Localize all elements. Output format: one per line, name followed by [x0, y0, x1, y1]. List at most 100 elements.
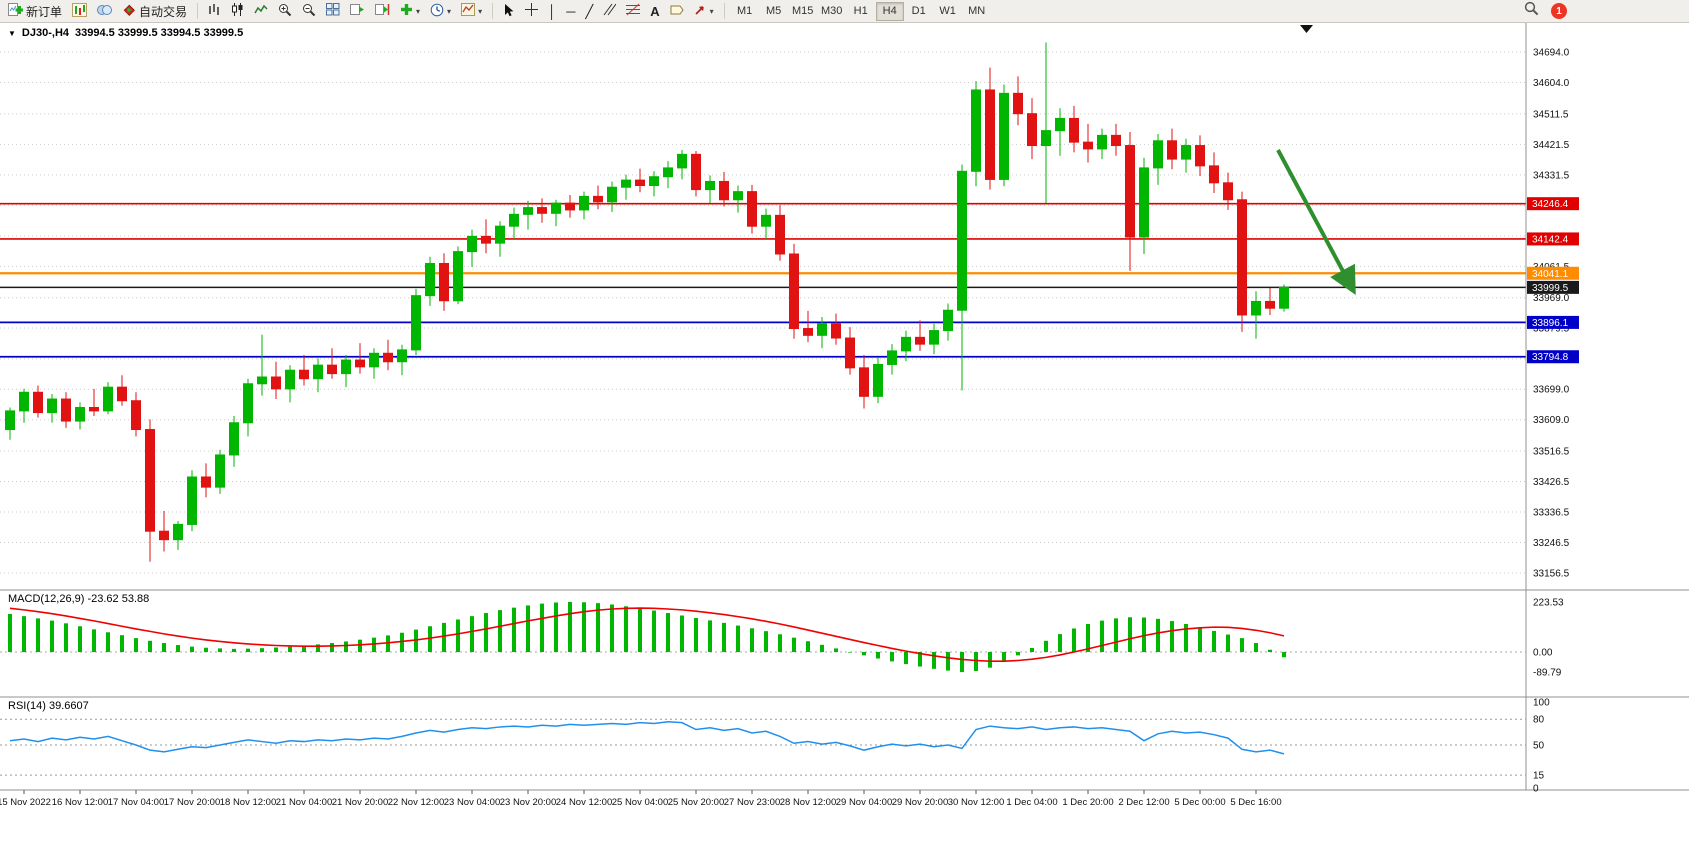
text-tool-icon: A [650, 3, 660, 19]
charts-button[interactable] [68, 1, 91, 21]
rsi-pane[interactable] [0, 718, 1526, 776]
dropdown-caret-icon: ▾ [478, 6, 483, 16]
zoom-in-button[interactable] [274, 1, 296, 21]
timeframe-button-M5[interactable]: M5 [760, 2, 788, 21]
svg-text:34041.1: 34041.1 [1532, 269, 1569, 280]
svg-text:33516.5: 33516.5 [1533, 447, 1570, 458]
svg-text:100: 100 [1533, 698, 1550, 709]
svg-text:34511.5: 34511.5 [1533, 109, 1569, 120]
main-toolbar: 新订单 自动交易 ▾ ▾ ▾ │ ─ ╱ A [0, 0, 1689, 23]
svg-text:28 Nov 12:00: 28 Nov 12:00 [780, 797, 837, 808]
zoom-out-icon [302, 3, 316, 20]
indicators-icon [400, 3, 413, 19]
horizontal-line-icon: ─ [566, 3, 576, 19]
svg-text:17 Nov 04:00: 17 Nov 04:00 [108, 797, 165, 808]
bar-chart-button[interactable] [204, 1, 225, 21]
notification-badge[interactable]: 1 [1551, 3, 1567, 19]
svg-text:33336.5: 33336.5 [1533, 508, 1570, 519]
svg-text:34694.0: 34694.0 [1533, 48, 1570, 59]
svg-text:33426.5: 33426.5 [1533, 477, 1570, 488]
chart-shift-icon [375, 3, 390, 19]
svg-text:1 Dec 04:00: 1 Dec 04:00 [1006, 797, 1057, 808]
cursor-tool-button[interactable] [499, 1, 519, 21]
horizontal-line-tool-button[interactable]: ─ [562, 1, 579, 21]
chart-title: ▼ DJ30-,H4 33994.5 33999.5 33994.5 33999… [8, 27, 243, 39]
auto-scroll-button[interactable] [346, 1, 369, 21]
timeframe-group: M1 M5 M15 M30 H1 H4 D1 W1 MN [731, 1, 991, 21]
svg-text:21 Nov 20:00: 21 Nov 20:00 [332, 797, 389, 808]
toolbar-separator [197, 3, 199, 19]
svg-text:34142.4: 34142.4 [1532, 234, 1569, 245]
svg-text:21 Nov 04:00: 21 Nov 04:00 [276, 797, 333, 808]
svg-text:34246.4: 34246.4 [1532, 199, 1569, 210]
price-axis-labels[interactable]: 34694.034604.034511.534421.534331.534241… [1533, 48, 1570, 580]
timeframe-button-H1[interactable]: H1 [847, 2, 875, 21]
svg-text:33999.5: 33999.5 [1532, 283, 1569, 294]
candles-layer [5, 42, 1289, 562]
dropdown-caret-icon: ▾ [709, 6, 714, 16]
macd-pane-splitter[interactable] [0, 588, 1689, 592]
svg-text:24 Nov 12:00: 24 Nov 12:00 [556, 797, 613, 808]
trendline-tool-button[interactable]: ╱ [581, 1, 597, 21]
arrows-tool-icon [694, 3, 707, 19]
text-label-tool-button[interactable] [666, 1, 688, 21]
macd-pane[interactable] [0, 601, 1526, 673]
tile-windows-icon [326, 3, 340, 19]
timeframe-button-D1[interactable]: D1 [905, 2, 933, 21]
autotrading-button[interactable]: 自动交易 [118, 1, 191, 21]
chart-shift-button[interactable] [371, 1, 394, 21]
ohlc-readout: 33994.5 33999.5 33994.5 33999.5 [75, 27, 244, 39]
timeframe-button-W1[interactable]: W1 [934, 2, 962, 21]
periods-icon [430, 3, 444, 20]
horizontal-lines-layer[interactable] [0, 202, 1526, 358]
trend-arrow-annotation[interactable] [1276, 149, 1356, 296]
svg-text:2 Dec 12:00: 2 Dec 12:00 [1118, 797, 1169, 808]
svg-text:34421.5: 34421.5 [1533, 140, 1570, 151]
date-axis[interactable]: 15 Nov 2022 16 Nov 12:00 17 Nov 04:00 17 No… [0, 790, 1282, 808]
macd-axis-labels[interactable]: 223.53 0.00 -89.79 [1533, 597, 1564, 678]
channel-tool-button[interactable] [599, 1, 620, 21]
rsi-axis-labels[interactable]: 100 80 50 15 0 [1533, 698, 1550, 795]
rsi-pane-splitter[interactable] [0, 695, 1689, 699]
svg-text:18 Nov 12:00: 18 Nov 12:00 [220, 797, 277, 808]
tile-windows-button[interactable] [322, 1, 344, 21]
svg-text:33969.0: 33969.0 [1533, 293, 1570, 304]
chart-scroll-marker-icon[interactable] [1300, 25, 1313, 33]
candlestick-chart-icon [231, 3, 244, 19]
svg-text:5 Dec 00:00: 5 Dec 00:00 [1174, 797, 1225, 808]
search-icon[interactable] [1524, 1, 1539, 21]
periods-button[interactable]: ▾ [426, 1, 455, 21]
arrows-tool-button[interactable]: ▾ [690, 1, 718, 21]
svg-text:16 Nov 12:00: 16 Nov 12:00 [52, 797, 109, 808]
svg-text:5 Dec 16:00: 5 Dec 16:00 [1230, 797, 1281, 808]
pane-borders [0, 23, 1689, 791]
timeframe-button-MN[interactable]: MN [963, 2, 991, 21]
line-chart-button[interactable] [250, 1, 272, 21]
autotrading-label: 自动交易 [139, 4, 188, 19]
svg-text:23 Nov 04:00: 23 Nov 04:00 [444, 797, 501, 808]
timeframe-button-M1[interactable]: M1 [731, 2, 759, 21]
svg-text:29 Nov 04:00: 29 Nov 04:00 [836, 797, 893, 808]
text-tool-button[interactable]: A [646, 1, 663, 21]
candlestick-chart-button[interactable] [227, 1, 248, 21]
svg-text:-89.79: -89.79 [1533, 668, 1562, 679]
crosshair-tool-button[interactable] [521, 1, 542, 21]
chart-dropdown-icon[interactable]: ▼ [8, 28, 16, 38]
vertical-line-tool-button[interactable]: │ [544, 1, 560, 21]
timeframe-button-M15[interactable]: M15 [789, 2, 817, 21]
svg-text:0: 0 [1533, 784, 1539, 795]
svg-text:27 Nov 23:00: 27 Nov 23:00 [724, 797, 781, 808]
templates-button[interactable]: ▾ [457, 1, 486, 21]
dropdown-caret-icon: ▾ [416, 6, 421, 16]
indicators-button[interactable]: ▾ [396, 1, 424, 21]
zoom-out-button[interactable] [298, 1, 320, 21]
fibonacci-tool-button[interactable] [622, 1, 644, 21]
new-order-button[interactable]: 新订单 [4, 1, 66, 21]
profiles-button[interactable] [93, 1, 116, 21]
svg-text:15 Nov 2022: 15 Nov 2022 [0, 797, 51, 808]
timeframe-button-H4[interactable]: H4 [875, 1, 904, 21]
svg-text:34331.5: 34331.5 [1533, 170, 1570, 181]
timeframe-button-M30[interactable]: M30 [818, 2, 846, 21]
equidistant-channel-icon [603, 3, 617, 19]
